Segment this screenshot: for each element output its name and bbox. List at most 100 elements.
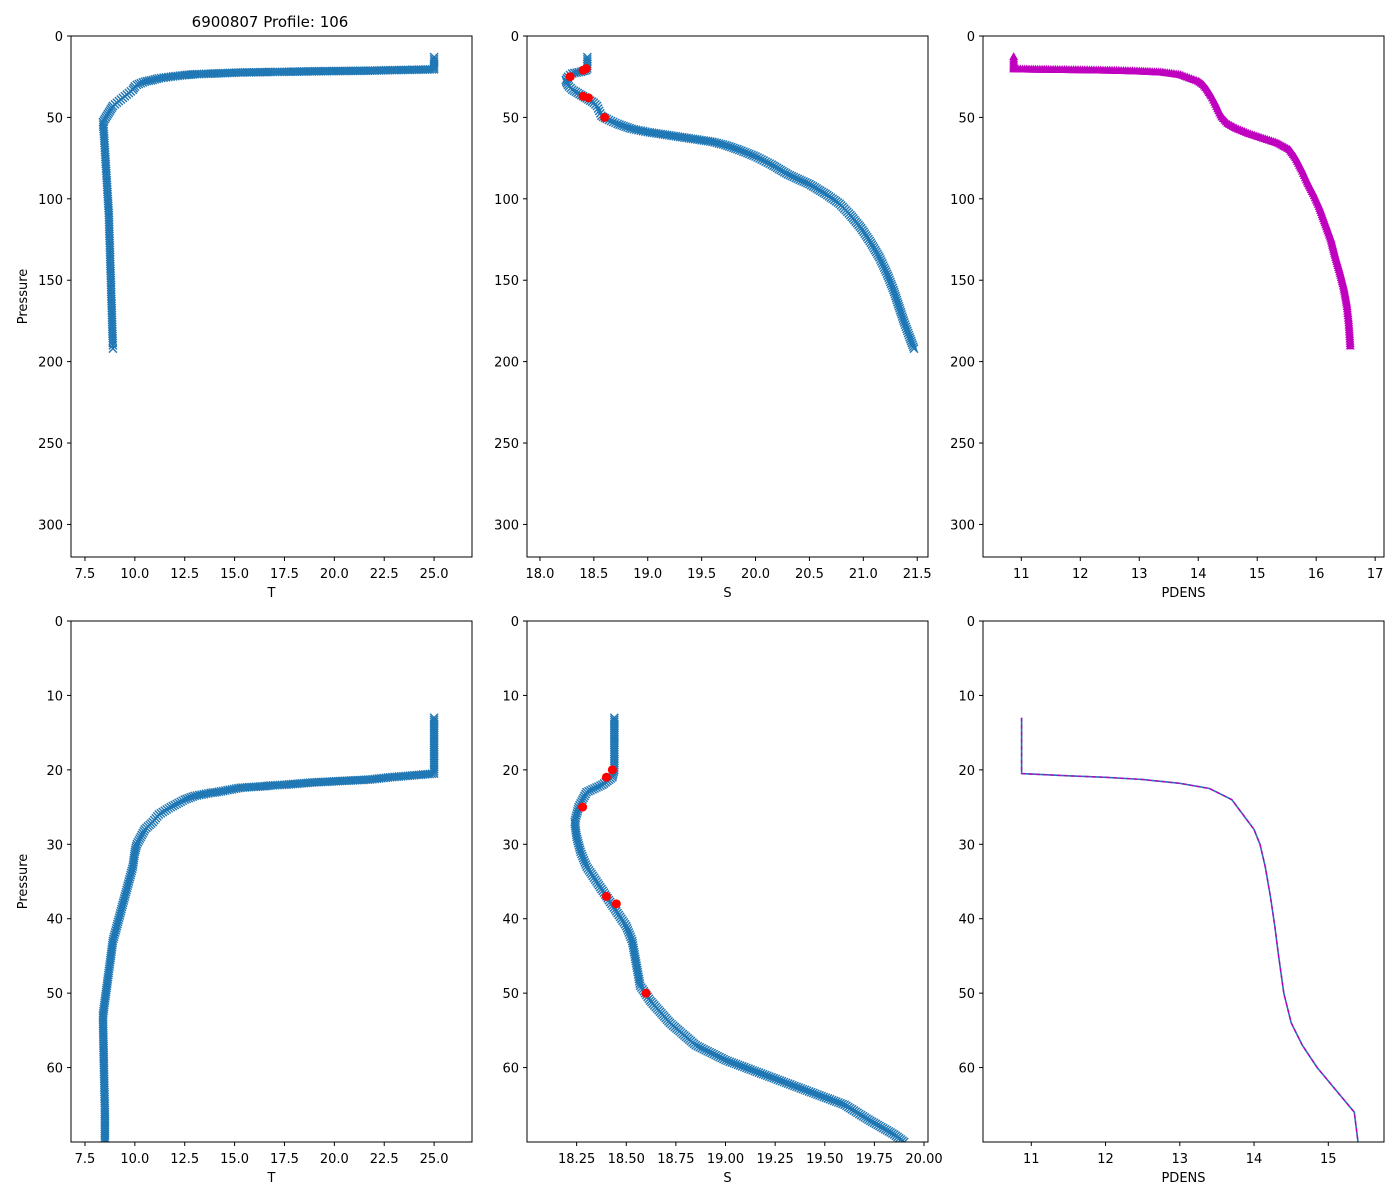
y-tick-label: 20	[46, 764, 63, 779]
axes-frame	[526, 620, 929, 1143]
x-tick-label: 15.0	[220, 1152, 249, 1167]
data-point	[363, 66, 373, 76]
y-tick-label: 40	[502, 913, 519, 928]
figure-title: 6900807 Profile: 106	[192, 13, 349, 31]
data-point	[594, 106, 604, 116]
panel-top-left: 7.5 10.0 12.5 15.0 17.5 20.0 22.5 25.0 0 50 100 150…	[16, 30, 473, 601]
y-tick-label: 150	[494, 274, 519, 289]
data-point	[100, 1116, 110, 1126]
plot-area	[570, 713, 909, 1142]
data-point	[609, 719, 619, 729]
data-point	[346, 66, 356, 76]
data-point	[344, 66, 354, 76]
x-tick-label: 18.5	[579, 567, 608, 582]
data-point	[609, 715, 619, 725]
y-tick-label: 10	[958, 689, 975, 704]
x-axis-label: PDENS	[1161, 586, 1205, 601]
y-tick-label: 60	[46, 1062, 63, 1077]
x-tick-label: 21.5	[903, 567, 932, 582]
y-tick-label: 10	[46, 689, 63, 704]
data-point	[429, 740, 439, 750]
data-point	[348, 66, 358, 76]
plot-area	[1020, 717, 1359, 1142]
data-point	[1345, 341, 1355, 350]
data-point	[429, 723, 439, 733]
data-point	[899, 1137, 909, 1142]
x-tick-label: 21.0	[849, 567, 878, 582]
y-tick-label: 20	[502, 764, 519, 779]
data-point	[355, 66, 365, 76]
data-point	[429, 717, 439, 727]
x-tick-label: 19.50	[806, 1152, 843, 1167]
x-tick-label: 25.0	[420, 1152, 449, 1167]
data-point	[357, 66, 367, 76]
data-point	[100, 1111, 110, 1121]
data-point	[100, 1137, 110, 1142]
data-point	[340, 66, 350, 76]
y-tick-label: 0	[967, 615, 975, 630]
data-point	[429, 726, 439, 736]
y-tick-label: 50	[46, 111, 63, 126]
data-point	[609, 723, 619, 733]
y-tick-label: 40	[46, 913, 63, 928]
x-tick-label: 19.0	[633, 567, 662, 582]
plot-area	[561, 52, 919, 354]
x-tick-label: 11	[1013, 567, 1030, 582]
y-tick-label: 250	[950, 437, 975, 452]
y-tick-label: 0	[55, 615, 63, 630]
panel-top-right: 11 12 13 14 15 16 17 0 50 100 150 200 250 300 PDENS	[950, 30, 1385, 601]
y-tick-label: 40	[958, 913, 975, 928]
data-point	[593, 103, 603, 113]
y-tick-label: 60	[958, 1062, 975, 1077]
x-tick-label: 18.25	[558, 1152, 595, 1167]
x-tick-label: 18.75	[657, 1152, 694, 1167]
y-tick-label: 150	[38, 274, 63, 289]
y-tick-label: 100	[950, 193, 975, 208]
panel-bottom-middle: 18.25 18.50 18.75 19.00 19.25 19.50 19.75 20.00…	[502, 615, 942, 1186]
flagged-point	[578, 65, 588, 75]
x-tick-label: 20.00	[905, 1152, 942, 1167]
data-point	[429, 762, 439, 772]
y-tick-label: 200	[950, 356, 975, 371]
y-tick-label: 300	[38, 518, 63, 533]
x-axis-label: T	[267, 586, 276, 601]
data-point	[100, 1133, 110, 1142]
data-point	[429, 721, 439, 731]
panel-bottom-left: 7.5 10.0 12.5 15.0 17.5 20.0 22.5 25.0 0 10 20 30 40…	[16, 615, 473, 1186]
x-tick-label: 11	[1023, 1152, 1040, 1167]
data-point	[609, 726, 619, 736]
axes-frame	[982, 35, 1385, 558]
y-tick-label: 200	[494, 356, 519, 371]
data-point	[429, 751, 439, 761]
data-point	[100, 1126, 110, 1136]
data-point	[352, 66, 362, 76]
data-point	[609, 736, 619, 746]
data-point	[609, 732, 619, 742]
data-point	[429, 715, 439, 725]
data-point	[429, 760, 439, 770]
x-tick-label: 22.5	[370, 567, 399, 582]
series-line-dashed	[1020, 717, 1359, 1142]
data-point	[100, 1131, 110, 1141]
data-point	[100, 1114, 110, 1124]
y-axis-label: Pressure	[16, 269, 31, 325]
x-axis-label: T	[267, 1171, 276, 1186]
y-tick-label: 50	[46, 987, 63, 1002]
panel-bottom-right: 11 12 13 14 15 0 10 20 30 40 50 60 PDENS	[958, 615, 1385, 1186]
plot-area	[98, 713, 439, 1142]
data-point	[100, 1122, 110, 1132]
x-tick-label: 19.25	[757, 1152, 794, 1167]
x-tick-label: 13	[1131, 567, 1148, 582]
x-tick-label: 18.50	[608, 1152, 645, 1167]
x-tick-label: 18.0	[525, 567, 554, 582]
y-tick-label: 200	[38, 356, 63, 371]
y-tick-label: 0	[55, 30, 63, 45]
panel-top-middle: 18.0 18.5 19.0 19.5 20.0 20.5 21.0 21.5 0 50 100 15…	[494, 30, 932, 601]
flagged-point	[601, 772, 611, 782]
flagged-point	[578, 802, 588, 812]
y-tick-label: 0	[511, 615, 519, 630]
flagged-point	[611, 899, 621, 909]
x-tick-label: 14	[1246, 1152, 1263, 1167]
x-tick-label: 16	[1308, 567, 1325, 582]
x-tick-label: 20.0	[320, 1152, 349, 1167]
